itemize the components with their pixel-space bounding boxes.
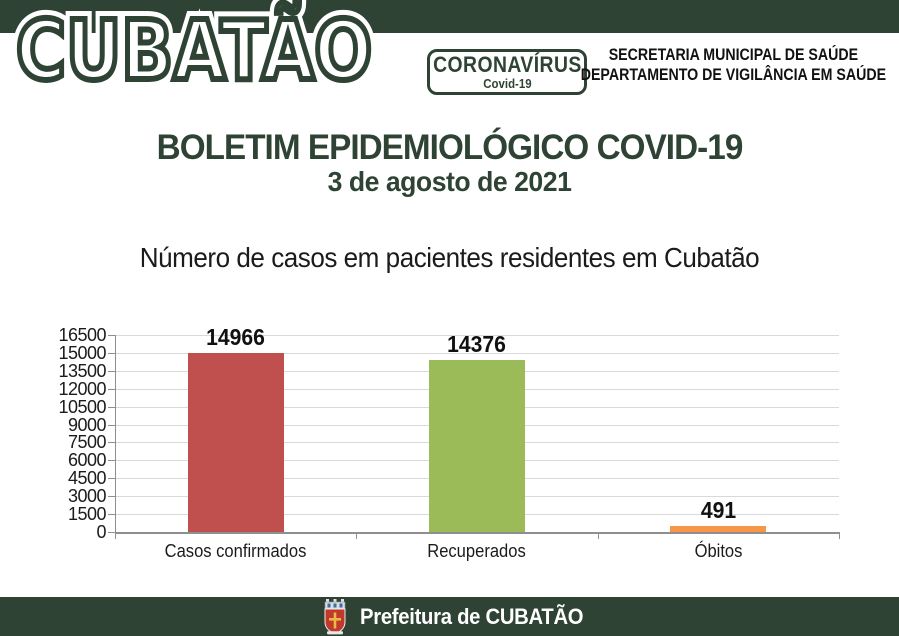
bar-obitos bbox=[670, 526, 766, 532]
gridline bbox=[115, 353, 839, 354]
category-label: Óbitos bbox=[694, 541, 743, 561]
y-axis-label: 3000 bbox=[67, 486, 107, 506]
bar-recuperados bbox=[429, 360, 525, 532]
bar-casos-confirmados bbox=[188, 353, 284, 532]
y-axis-tick bbox=[108, 514, 115, 515]
y-axis-label: 6000 bbox=[67, 450, 107, 470]
coronavirus-badge: CORONAVÍRUS Covid-19 bbox=[427, 49, 587, 95]
y-axis-label: 9000 bbox=[67, 415, 107, 435]
y-axis-tick bbox=[108, 496, 115, 497]
y-axis-tick bbox=[108, 460, 115, 461]
bar-value-label: 14376 bbox=[447, 331, 506, 358]
footer-content: Prefeitura de CUBATÃO bbox=[321, 598, 603, 636]
y-axis-tick bbox=[108, 407, 115, 408]
x-axis-tick bbox=[356, 532, 357, 539]
y-axis-tick bbox=[108, 442, 115, 443]
bar-value-label: 491 bbox=[700, 497, 737, 524]
y-axis-label: 10500 bbox=[58, 397, 106, 417]
page-title: BOLETIM EPIDEMIOLÓGICO COVID-19 bbox=[156, 128, 744, 167]
coronavirus-badge-text: CORONAVÍRUS Covid-19 bbox=[432, 52, 582, 91]
y-axis-label: 16500 bbox=[58, 325, 106, 345]
y-axis-tick bbox=[108, 389, 115, 390]
y-axis-line bbox=[115, 335, 116, 535]
category-label: Casos confirmados bbox=[164, 541, 307, 561]
y-axis-label: 1500 bbox=[67, 504, 107, 524]
badge-title: CORONAVÍRUS bbox=[432, 52, 582, 77]
cubatao-logo: CUBATÃO CUBATÃO bbox=[9, 0, 436, 107]
bar-value-label: 14966 bbox=[206, 324, 265, 351]
y-axis-tick bbox=[108, 425, 115, 426]
bar-chart: 0 1500 3000 4500 6000 7500 9000 10500 12000 13500… bbox=[0, 322, 899, 572]
cubatao-crest-icon bbox=[324, 598, 346, 634]
y-axis-label: 13500 bbox=[58, 361, 106, 381]
y-axis-tick bbox=[108, 371, 115, 372]
page-date: 3 de agosto de 2021 bbox=[327, 166, 572, 197]
chart-title: Número de casos em pacientes residentes … bbox=[139, 242, 760, 273]
x-axis-tick bbox=[115, 532, 116, 539]
y-axis-label: 7500 bbox=[67, 432, 107, 452]
cubatao-logo-halo: CUBATÃO bbox=[9, 0, 378, 107]
y-axis-label: 0 bbox=[96, 522, 106, 542]
y-axis-tick bbox=[108, 478, 115, 479]
footer-label: Prefeitura de CUBATÃO bbox=[359, 603, 584, 629]
x-axis-line bbox=[115, 532, 839, 534]
cubatao-logo-text: CUBATÃO bbox=[14, 1, 375, 102]
x-axis-tick bbox=[839, 532, 840, 539]
department-line1: SECRETARIA MUNICIPAL DE SAÚDE bbox=[608, 46, 859, 64]
y-axis-label: 12000 bbox=[58, 379, 106, 399]
header-band bbox=[0, 0, 899, 33]
department-header: SECRETARIA MUNICIPAL DE SAÚDE DEPARTAMEN… bbox=[581, 46, 886, 85]
badge-subtitle: Covid-19 bbox=[482, 76, 532, 91]
y-axis-tick bbox=[108, 532, 115, 533]
department-line2: DEPARTAMENTO DE VIGILÂNCIA EM SAÚDE bbox=[580, 65, 886, 84]
y-axis-tick bbox=[108, 353, 115, 354]
x-axis-tick bbox=[598, 532, 599, 539]
y-axis-tick bbox=[108, 335, 115, 336]
category-label: Recuperados bbox=[427, 541, 526, 561]
gridline bbox=[115, 335, 839, 336]
y-axis-label: 4500 bbox=[67, 468, 107, 488]
y-axis-label: 15000 bbox=[58, 343, 106, 363]
footer-band: Prefeitura de CUBATÃO bbox=[0, 597, 899, 636]
